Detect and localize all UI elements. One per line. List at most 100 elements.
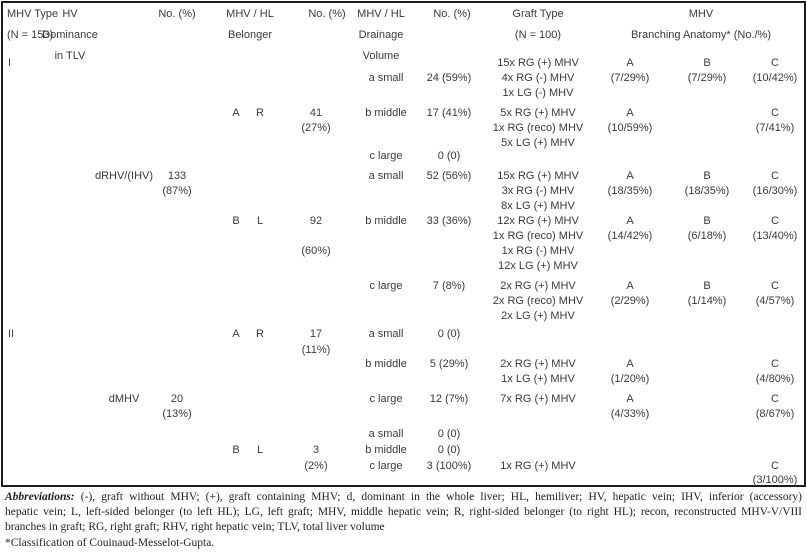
cell-graft: 7x RG (+) MHV xyxy=(500,393,576,405)
dominance-label: dMHV xyxy=(108,393,140,405)
mhv-type-label: I xyxy=(8,57,12,69)
header-no-pct-1: No. (%) xyxy=(158,8,196,20)
footnote-text: (-), graft without MHV; (+), graft conta… xyxy=(74,491,802,503)
belonger-pct: (60%) xyxy=(301,245,331,257)
cell-volume: c large xyxy=(369,393,403,405)
dominance-pct: (87%) xyxy=(162,185,192,197)
anatomy-c-value: (8/67%) xyxy=(755,408,795,420)
cell-graft: 12x RG (+) MHV xyxy=(497,215,579,227)
table-frame xyxy=(1,1,806,487)
belonger-side: L xyxy=(256,444,264,456)
dominance-label: dRHV/(IHV) xyxy=(94,170,154,182)
cell-graft: 15x RG (+) MHV xyxy=(497,170,579,182)
header-no-pct-2: No. (%) xyxy=(308,8,346,20)
anatomy-c-label: C xyxy=(771,57,779,69)
anatomy-c-value: (7/41%) xyxy=(755,122,795,134)
cell-volume: c large xyxy=(369,460,403,472)
dominance-pct: (13%) xyxy=(162,408,192,420)
cell-count: 0 (0) xyxy=(437,328,461,340)
anatomy-c-label: C xyxy=(771,107,779,119)
cell-graft: 2x RG (reco) MHV xyxy=(492,295,584,307)
cell-count: 0 (0) xyxy=(437,150,461,162)
anatomy-c-value: (4/80%) xyxy=(755,373,795,385)
belonger-pct: (27%) xyxy=(301,122,331,134)
header-hv-dominance: in TLV xyxy=(54,50,86,62)
footnote-line-3: branches in graft; RG, right graft; RHV,… xyxy=(5,521,385,533)
anatomy-b-value: (1/14%) xyxy=(687,295,727,307)
cell-graft: 5x LG (+) MHV xyxy=(501,137,575,149)
belonger-letter: B xyxy=(232,444,240,456)
header-hv-dominance: Dominance xyxy=(42,29,98,41)
belonger-count: 41 xyxy=(309,107,323,119)
cell-count: 3 (100%) xyxy=(426,460,472,472)
abbreviations-label: Abbreviations: xyxy=(5,491,75,503)
anatomy-a-value: (1/20%) xyxy=(610,373,650,385)
footnote-line-4: *Classification of Couinaud-Messelot-Gup… xyxy=(5,537,215,549)
header-hv-dominance: HV xyxy=(62,8,78,20)
cell-volume: b middle xyxy=(365,358,407,370)
header-graft-type-n: (N = 100) xyxy=(514,29,562,41)
cell-graft: 3x RG (-) MHV xyxy=(501,185,575,197)
anatomy-a-label: A xyxy=(626,170,634,182)
anatomy-a-label: A xyxy=(626,280,634,292)
cell-volume: a small xyxy=(368,72,404,84)
anatomy-c-value: (10/42%) xyxy=(752,72,798,84)
cell-count: 0 (0) xyxy=(437,428,461,440)
cell-volume: c large xyxy=(369,150,403,162)
cell-graft: 2x RG (+) MHV xyxy=(500,280,576,292)
cell-count: 33 (36%) xyxy=(426,215,472,227)
cell-volume: b middle xyxy=(365,444,407,456)
belonger-letter: A xyxy=(232,107,240,119)
cell-graft: 1x RG (+) MHV xyxy=(500,460,576,472)
cell-graft: 5x RG (+) MHV xyxy=(500,107,576,119)
belonger-letter: B xyxy=(232,215,240,227)
header-branching-anatomy: MHV xyxy=(688,8,714,20)
header-belonger: MHV / HL xyxy=(226,8,274,20)
belonger-count: 3 xyxy=(312,444,320,456)
cell-graft: 15x RG (+) MHV xyxy=(497,57,579,69)
belonger-side: R xyxy=(256,328,264,340)
anatomy-a-value: (14/42%) xyxy=(607,230,653,242)
anatomy-c-value: (13/40%) xyxy=(752,230,798,242)
cell-graft: 12x LG (+) MHV xyxy=(498,260,578,272)
belonger-side: R xyxy=(256,107,264,119)
header-no-pct-3: No. (%) xyxy=(433,8,471,20)
belonger-side: L xyxy=(256,215,264,227)
anatomy-c-label: C xyxy=(771,460,779,472)
anatomy-c-value: (16/30%) xyxy=(752,185,798,197)
header-belonger: Belonger xyxy=(227,29,273,41)
header-graft-type: Graft Type xyxy=(512,8,564,20)
anatomy-b-value: (18/35%) xyxy=(684,185,730,197)
anatomy-a-label: A xyxy=(626,57,634,69)
belonger-pct: (11%) xyxy=(301,344,331,356)
cell-count: 12 (7%) xyxy=(429,393,469,405)
cell-count: 24 (59%) xyxy=(426,72,472,84)
belonger-letter: A xyxy=(232,328,240,340)
cell-volume: a small xyxy=(368,170,404,182)
cell-volume: a small xyxy=(368,328,404,340)
anatomy-a-value: (2/29%) xyxy=(610,295,650,307)
cell-graft: 2x RG (+) MHV xyxy=(500,358,576,370)
anatomy-a-value: (18/35%) xyxy=(607,185,653,197)
anatomy-c-label: C xyxy=(771,170,779,182)
anatomy-a-label: A xyxy=(626,358,634,370)
cell-graft: 1x LG (+) MHV xyxy=(501,373,575,385)
anatomy-c-value: (3/100%) xyxy=(752,474,798,486)
anatomy-c-label: C xyxy=(771,215,779,227)
cell-count: 52 (56%) xyxy=(426,170,472,182)
header-mhv-type-n: (N = 153) xyxy=(7,29,54,41)
cell-graft: 4x RG (-) MHV xyxy=(501,72,575,84)
anatomy-c-label: C xyxy=(771,358,779,370)
anatomy-c-label: C xyxy=(771,393,779,405)
cell-graft: 1x RG (-) MHV xyxy=(501,245,575,257)
cell-graft: 1x LG (-) MHV xyxy=(502,87,574,99)
anatomy-a-value: (7/29%) xyxy=(610,72,650,84)
dominance-count: 133 xyxy=(167,170,187,182)
cell-count: 17 (41%) xyxy=(426,107,472,119)
header-drainage-volume: Drainage xyxy=(358,29,404,41)
cell-count: 5 (29%) xyxy=(429,358,469,370)
header-branching-anatomy: Branching Anatomy* (No./%) xyxy=(630,29,772,41)
cell-graft: 8x LG (+) MHV xyxy=(501,200,575,212)
cell-graft: 2x LG (+) MHV xyxy=(501,310,575,322)
